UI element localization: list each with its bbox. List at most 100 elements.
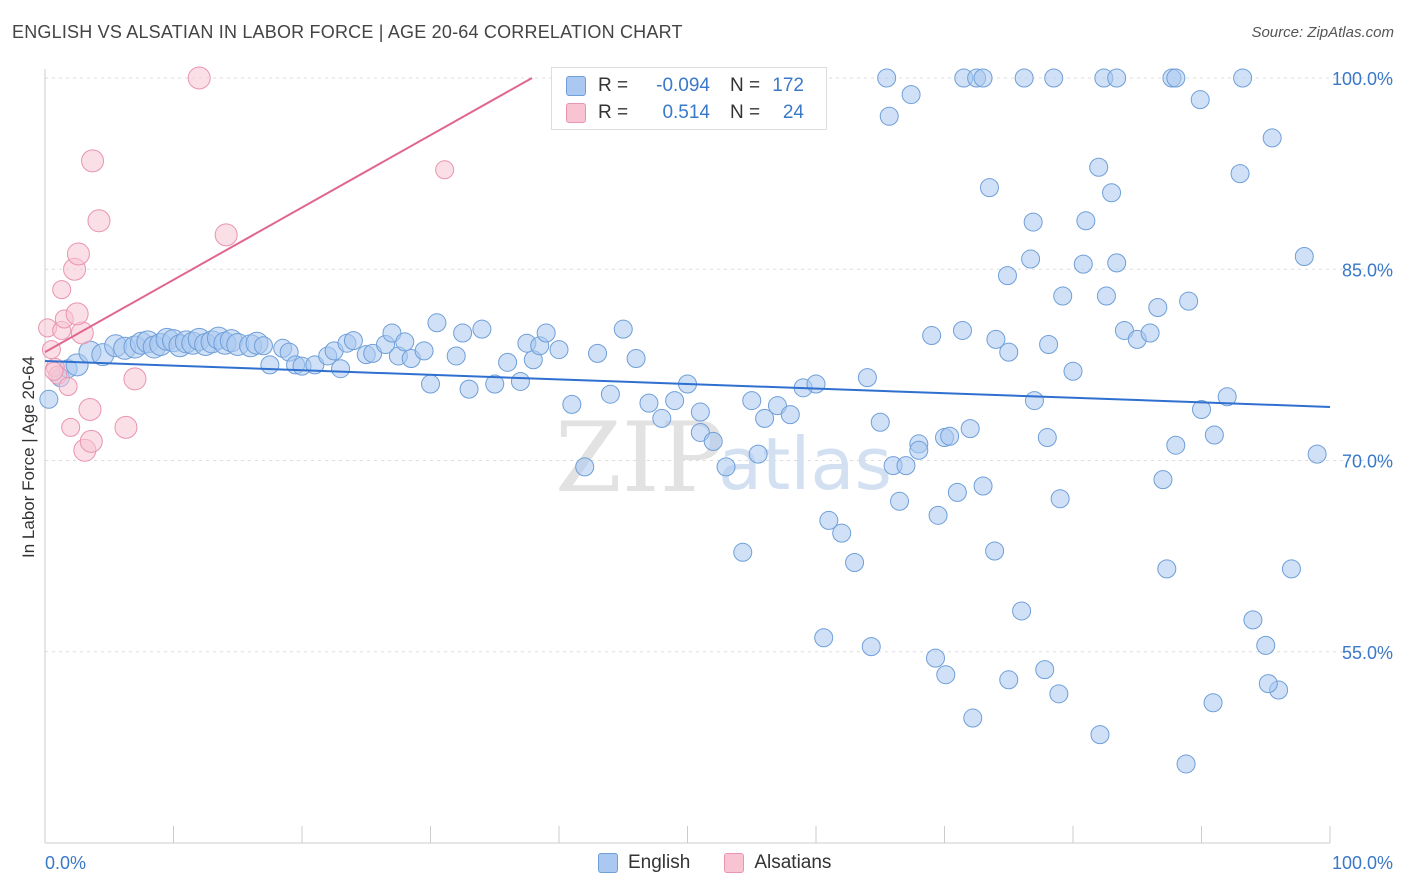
- english-point: [963, 708, 983, 728]
- english-point: [414, 341, 434, 361]
- english-point: [1217, 387, 1237, 407]
- english-point: [896, 456, 916, 476]
- english-point: [613, 319, 633, 339]
- english-point: [1107, 68, 1127, 88]
- english-point: [39, 389, 59, 409]
- legend-item-alsatians[interactable]: Alsatians: [724, 852, 831, 874]
- english-point: [947, 482, 967, 502]
- alsatian-point: [78, 398, 102, 421]
- english-point: [1179, 291, 1199, 311]
- english-point: [1294, 247, 1314, 266]
- alsatian-point: [81, 149, 105, 173]
- english-point: [1044, 68, 1064, 88]
- english-point: [1148, 298, 1168, 317]
- english-point: [1166, 68, 1186, 88]
- english-point: [1102, 183, 1122, 203]
- english-point: [459, 379, 479, 399]
- english-point: [343, 331, 363, 351]
- english-point: [1204, 425, 1224, 445]
- english-point: [626, 349, 646, 368]
- alsatian-point: [44, 361, 64, 381]
- english-point: [832, 523, 852, 543]
- english-point: [1021, 249, 1041, 269]
- y-tick-label: 55.0%: [1342, 643, 1393, 663]
- english-point: [909, 440, 929, 460]
- english-point: [1192, 400, 1211, 419]
- stats-row-english: R = -0.094 N = 172: [566, 75, 804, 97]
- legend-label-english: English: [628, 852, 691, 873]
- english-point: [940, 426, 960, 446]
- english-point: [973, 68, 993, 88]
- english-point: [926, 648, 946, 668]
- english-point: [1166, 435, 1186, 455]
- n-value-english: 172: [772, 75, 804, 96]
- english-point: [1014, 68, 1034, 88]
- trend-lines: [44, 77, 1331, 408]
- alsatian-point: [79, 429, 103, 453]
- english-point: [1153, 470, 1173, 490]
- english-trend-line: [44, 360, 1331, 408]
- n-label: N =: [730, 75, 761, 96]
- n-label: N =: [730, 102, 761, 123]
- english-point: [260, 355, 280, 375]
- english-point: [1230, 164, 1250, 184]
- alsatian-trend-line: [44, 77, 533, 353]
- english-point: [498, 352, 518, 372]
- x-tick-label-min: 0.0%: [45, 853, 86, 873]
- english-point: [1063, 361, 1083, 381]
- alsatian-point: [58, 377, 78, 397]
- english-point: [485, 374, 505, 394]
- r-label: R =: [598, 75, 629, 96]
- english-point: [928, 505, 948, 525]
- english-point: [1023, 212, 1043, 232]
- english-point: [999, 342, 1019, 362]
- legend-item-english[interactable]: English: [598, 852, 690, 874]
- english-point: [819, 510, 839, 530]
- r-value-english: -0.094: [656, 75, 710, 96]
- english-swatch: [566, 76, 586, 96]
- english-legend-swatch: [598, 853, 618, 873]
- english-point: [1190, 90, 1210, 110]
- english-point: [716, 457, 736, 477]
- english-point: [1107, 253, 1127, 273]
- english-point: [1076, 211, 1096, 231]
- english-point: [1035, 660, 1055, 680]
- alsatian-point: [114, 415, 138, 439]
- y-tick-label: 70.0%: [1342, 452, 1393, 472]
- english-point: [1012, 601, 1032, 621]
- alsatian-point: [435, 160, 455, 180]
- legend: English Alsatians: [598, 852, 865, 874]
- legend-label-alsatians: Alsatians: [754, 852, 832, 873]
- alsatian-points: [38, 66, 455, 462]
- english-point: [814, 628, 834, 648]
- english-point: [936, 665, 956, 685]
- english-point: [1049, 684, 1069, 704]
- english-point: [536, 323, 556, 343]
- english-point: [665, 391, 685, 411]
- alsatian-point: [66, 242, 90, 266]
- english-point: [1256, 635, 1276, 655]
- english-point: [1089, 157, 1109, 177]
- english-point: [639, 393, 659, 413]
- r-label: R =: [598, 102, 629, 123]
- english-point: [952, 320, 972, 340]
- english-point: [1258, 674, 1278, 694]
- english-point: [1176, 754, 1196, 774]
- english-point: [861, 637, 881, 657]
- y-tick-label: 100.0%: [1332, 69, 1393, 89]
- english-point: [453, 323, 473, 343]
- english-point: [703, 431, 723, 451]
- english-point: [1050, 489, 1070, 509]
- watermark-atlas: atlas: [718, 422, 892, 506]
- english-point: [806, 374, 826, 394]
- english-point: [973, 476, 993, 496]
- english-point: [1262, 128, 1282, 148]
- stats-row-alsatian: R = 0.514 N = 24: [566, 102, 804, 124]
- chart-title: ENGLISH VS ALSATIAN IN LABOR FORCE | AGE…: [12, 22, 683, 42]
- english-point: [1090, 725, 1110, 745]
- english-point: [1053, 286, 1073, 306]
- english-point: [690, 402, 710, 422]
- alsatian-point: [123, 367, 147, 391]
- english-point: [1243, 610, 1263, 630]
- english-point: [395, 332, 415, 352]
